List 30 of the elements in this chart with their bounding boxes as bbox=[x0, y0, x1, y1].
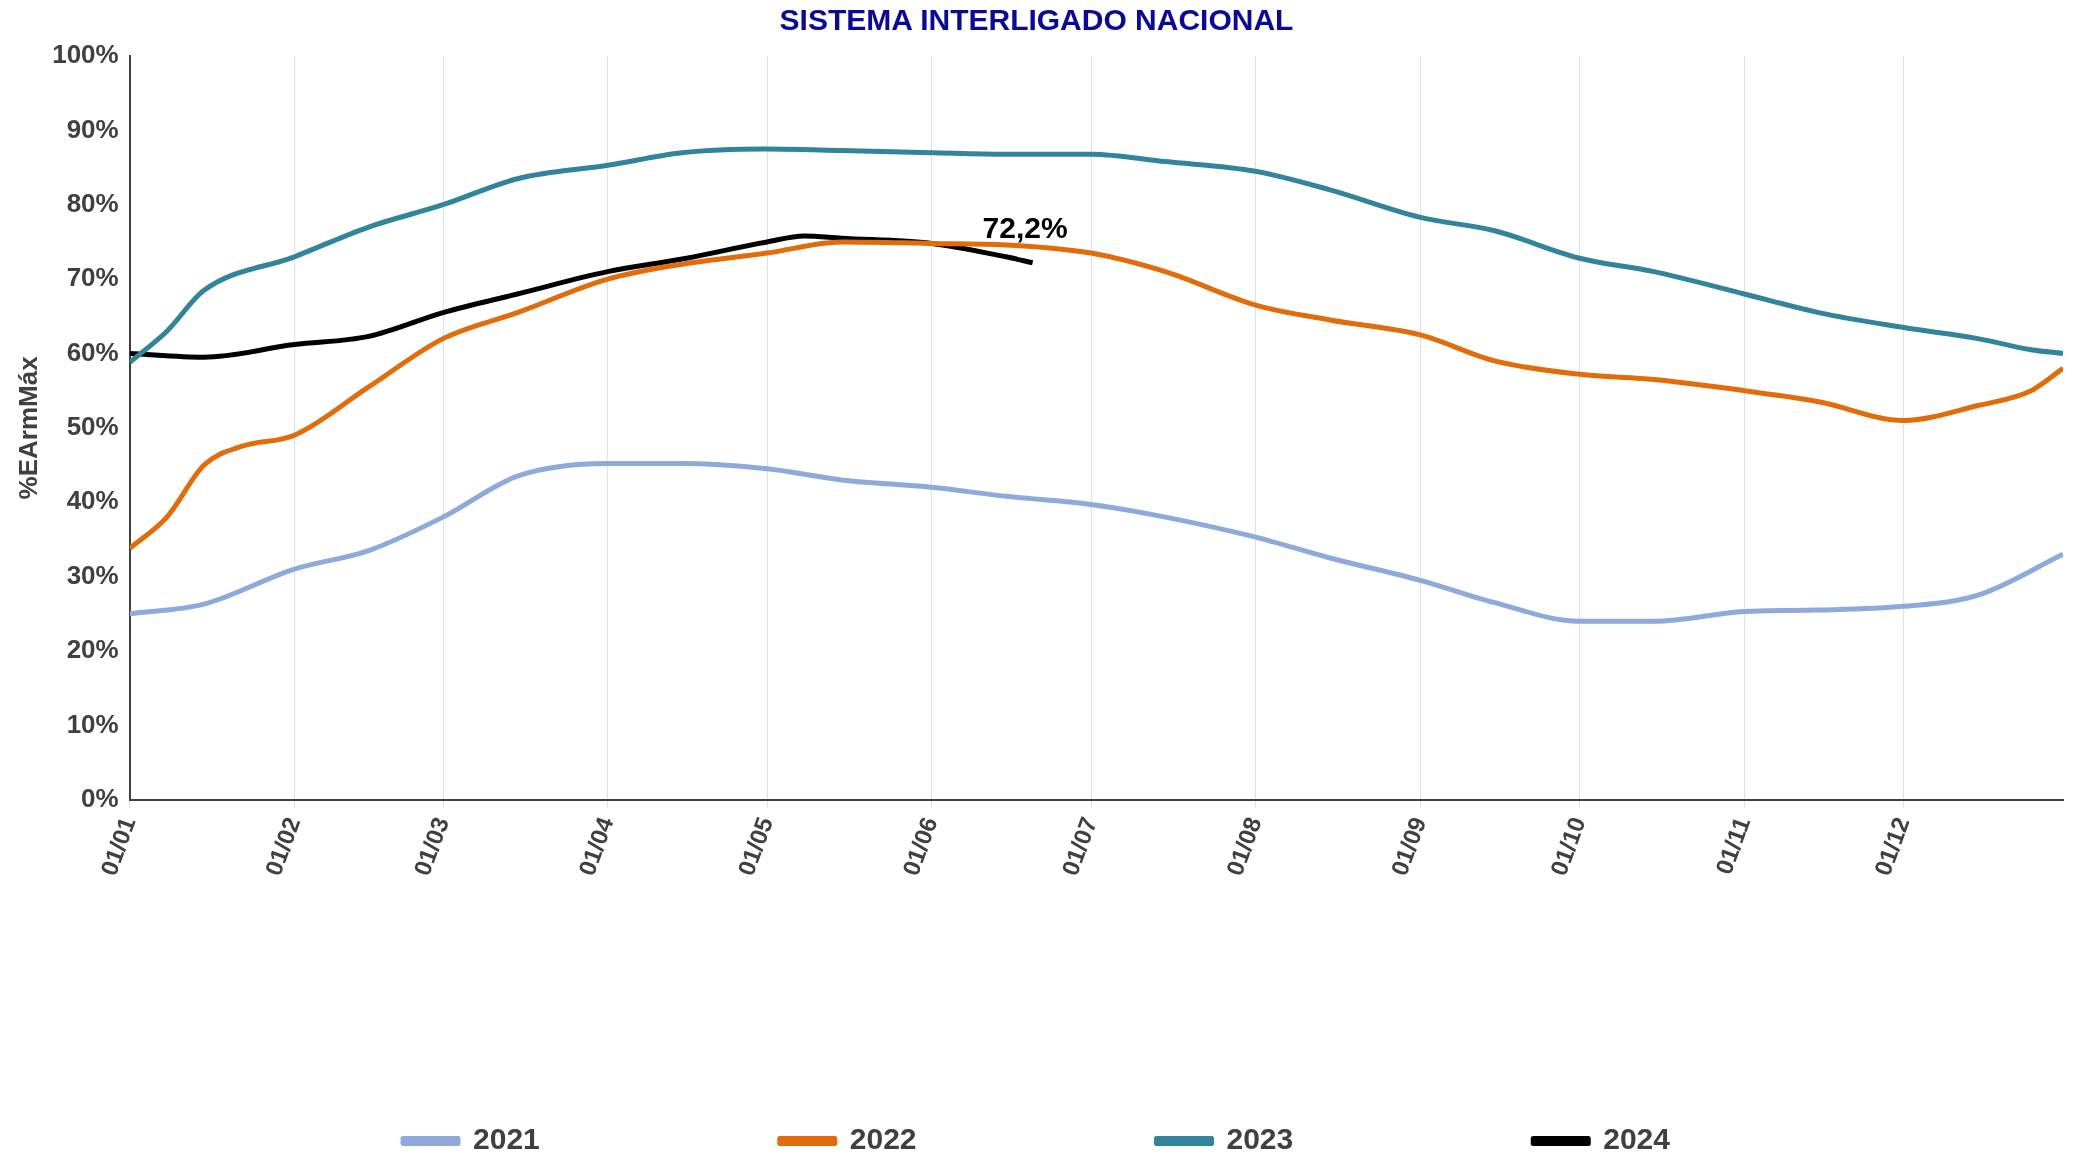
y-tick-label: 80% bbox=[66, 187, 119, 218]
x-tick-label: 01/03 bbox=[408, 813, 454, 880]
y-tick-label: 60% bbox=[66, 336, 119, 367]
x-tick-label: 01/08 bbox=[1220, 813, 1267, 880]
x-tick-label: 01/05 bbox=[732, 813, 778, 880]
x-tick-label: 01/07 bbox=[1056, 813, 1102, 880]
x-tick-label: 01/11 bbox=[1709, 813, 1756, 878]
y-tick-label: 70% bbox=[66, 262, 119, 293]
legend-label: 2021 bbox=[473, 1122, 540, 1156]
legend-label: 2024 bbox=[1603, 1122, 1671, 1156]
x-tick-label: 01/02 bbox=[259, 813, 306, 880]
y-tick-label: 20% bbox=[66, 634, 119, 665]
y-axis-title: %EArmMáx bbox=[12, 355, 43, 500]
x-tick-label: 01/06 bbox=[896, 813, 943, 880]
x-tick-label: 01/04 bbox=[572, 812, 619, 880]
y-tick-label: 40% bbox=[66, 485, 119, 516]
chart-title: SISTEMA INTERLIGADO NACIONAL bbox=[779, 3, 1294, 37]
y-tick-label: 30% bbox=[66, 559, 119, 590]
y-tick-label: 10% bbox=[66, 708, 119, 739]
legend-label: 2022 bbox=[849, 1122, 917, 1156]
x-tick-label: 01/12 bbox=[1868, 813, 1915, 880]
y-tick-label: 100% bbox=[52, 39, 119, 70]
x-tick-label: 01/09 bbox=[1385, 813, 1432, 880]
y-tick-label: 90% bbox=[66, 113, 119, 144]
y-tick-label: 0% bbox=[81, 782, 119, 813]
x-tick-label: 01/10 bbox=[1544, 813, 1591, 880]
x-tick-label: 01/01 bbox=[94, 813, 141, 880]
legend-label: 2023 bbox=[1226, 1122, 1294, 1156]
annotation: 72,2% bbox=[982, 211, 1068, 245]
y-tick-label: 50% bbox=[66, 411, 119, 442]
